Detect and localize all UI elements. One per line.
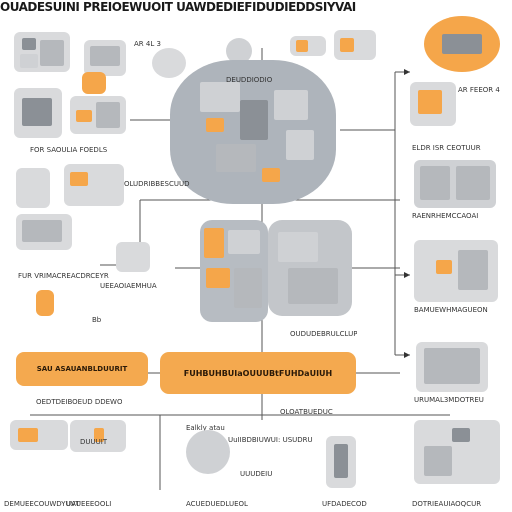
product-top-left xyxy=(14,32,70,72)
product-round-top xyxy=(152,48,186,78)
product-left-5 xyxy=(16,214,72,250)
icon-top-center xyxy=(226,38,252,64)
product-bottom-1 xyxy=(10,420,68,450)
caption-17: OLUDRIBBESCUUD xyxy=(124,180,190,188)
product-bottom-4 xyxy=(414,420,500,484)
product-top-mid xyxy=(290,36,326,56)
caption-23: DEUDDIODIO xyxy=(226,76,273,84)
caption-22: DUUUIT xyxy=(80,438,108,446)
caption-9: UEEAOIAEMHUA xyxy=(100,282,157,290)
caption-14: UFDADECOD xyxy=(322,500,367,508)
orange-circle-top-right xyxy=(424,16,500,72)
product-right-3 xyxy=(414,240,498,302)
caption-1: AR 4L 3 xyxy=(134,40,161,48)
product-bottom-2 xyxy=(70,420,126,452)
caption-15: DOTRIEAUIAOQCUR xyxy=(412,500,482,508)
caption-11: DEMUEECOUWDYUVT xyxy=(4,500,80,508)
caption-20: UuIIBDBIUWUI: USUDRU xyxy=(228,436,313,444)
caption-6: URUMAL3MDOTREU xyxy=(414,396,484,404)
central-cluster xyxy=(170,60,336,204)
orange-block-left xyxy=(36,290,54,316)
caption-24: Bb xyxy=(92,316,102,324)
mid-cluster-right xyxy=(268,220,352,316)
product-bottom-round xyxy=(186,430,230,474)
orange-block-1 xyxy=(82,72,106,94)
product-left-2 xyxy=(70,96,126,134)
product-right-1 xyxy=(410,82,456,126)
product-left-3 xyxy=(16,168,50,208)
caption-12: UAUEEEOOLI xyxy=(66,500,112,508)
caption-16: OLOATBUEDUC xyxy=(280,408,333,416)
diagram-title: OUADESUINI PREIOEWUOIT UAWDEDIEFIDUDIEDD… xyxy=(0,0,356,14)
caption-13: ACUEDUEDLUEOL xyxy=(186,500,248,508)
product-right-2 xyxy=(414,160,496,208)
caption-10: OEDTDEIBOEUD DDEWO xyxy=(36,398,123,406)
mid-cluster-left xyxy=(200,220,268,322)
caption-7: FOR SAOULIA FOEDLS xyxy=(30,146,108,154)
caption-2: AR FEEOR 4 xyxy=(458,86,500,94)
product-left-1 xyxy=(14,88,62,138)
product-left-4 xyxy=(64,164,124,206)
product-top-left-2 xyxy=(84,40,126,76)
product-top-right xyxy=(334,30,376,60)
center-orange-label: FUHBUHBUIaOUUUBtFUHDaUIUH xyxy=(160,352,356,394)
product-left-6 xyxy=(116,242,150,272)
caption-4: RAENRHEMCCAOAI xyxy=(412,212,479,220)
product-bottom-3 xyxy=(326,436,356,488)
caption-19: Ealkly atau xyxy=(186,424,225,432)
caption-3: ELDR ISR CEOTUUR xyxy=(412,144,481,152)
caption-21: UUUDEIU xyxy=(240,470,273,478)
product-right-4 xyxy=(416,342,488,392)
caption-8: FUR VRIMACREACDRCEYR xyxy=(18,272,109,280)
left-orange-label: SAU ASAUANBLDUURIT xyxy=(16,352,148,386)
caption-18: OUDUDEBRULCLUP xyxy=(290,330,358,338)
caption-5: BAMUEWHMAGUEON xyxy=(414,306,488,314)
